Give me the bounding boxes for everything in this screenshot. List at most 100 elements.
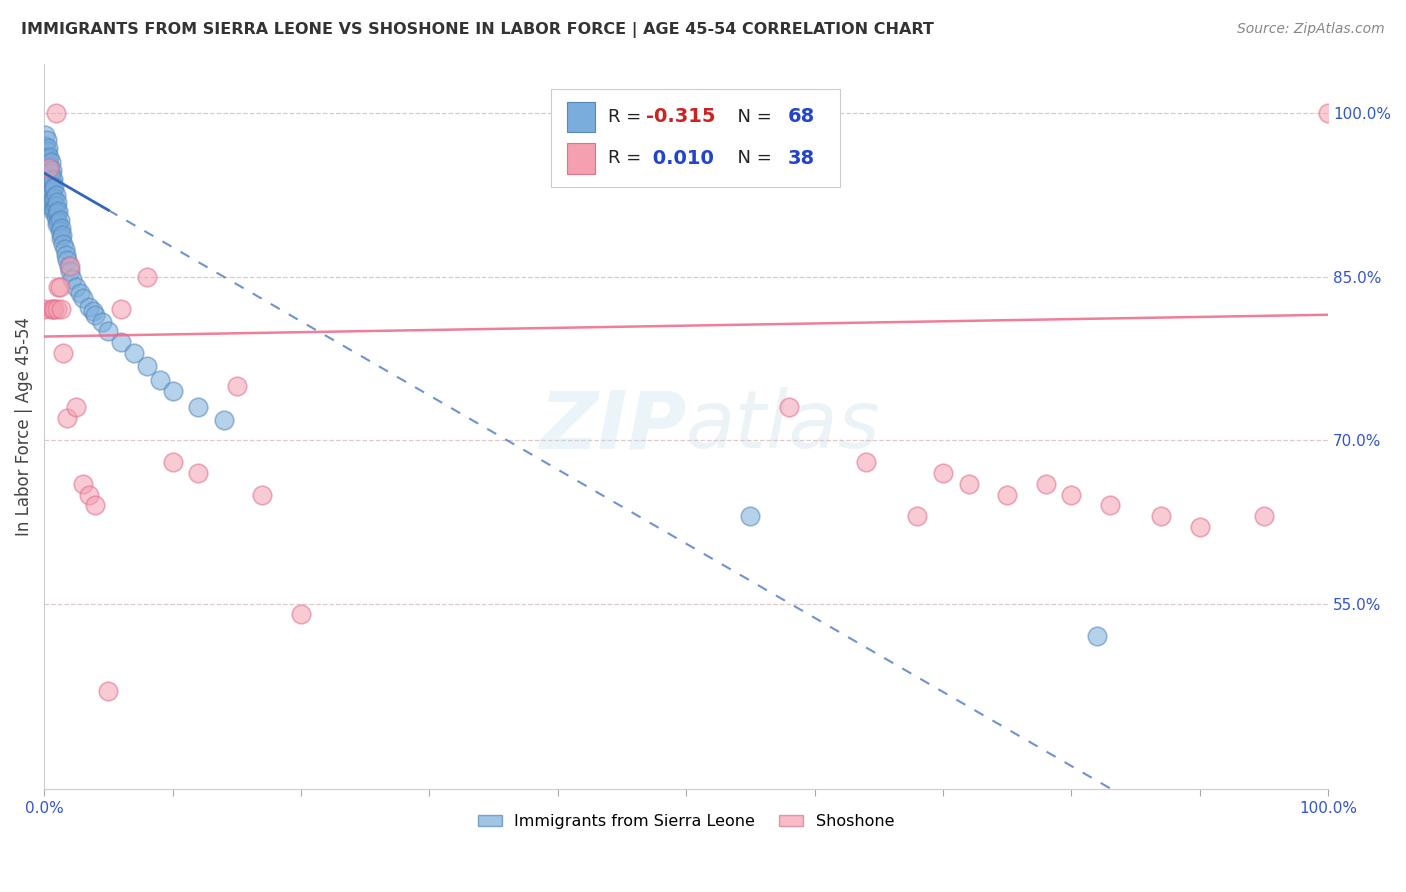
Point bbox=[49, 220, 72, 235]
Point bbox=[162, 384, 184, 398]
Point bbox=[149, 373, 172, 387]
Point bbox=[41, 174, 63, 188]
Point bbox=[855, 455, 877, 469]
Text: 68: 68 bbox=[787, 107, 815, 127]
Point bbox=[52, 346, 75, 360]
Point bbox=[69, 285, 91, 300]
Point bbox=[44, 302, 66, 317]
Point bbox=[38, 161, 60, 175]
Point bbox=[1253, 509, 1275, 524]
Point bbox=[1150, 509, 1173, 524]
Point bbox=[905, 509, 928, 524]
Point bbox=[1317, 106, 1340, 120]
Point bbox=[49, 231, 72, 245]
Point bbox=[35, 166, 58, 180]
Point bbox=[1035, 476, 1057, 491]
Point bbox=[97, 324, 120, 338]
FancyBboxPatch shape bbox=[567, 143, 595, 174]
FancyBboxPatch shape bbox=[567, 102, 595, 132]
Point bbox=[82, 304, 104, 318]
Point bbox=[42, 302, 65, 317]
Point bbox=[44, 191, 66, 205]
Y-axis label: In Labor Force | Age 45-54: In Labor Force | Age 45-54 bbox=[15, 317, 32, 536]
Point bbox=[45, 187, 67, 202]
Point bbox=[1085, 629, 1108, 643]
Point bbox=[46, 217, 69, 231]
Point bbox=[45, 106, 67, 120]
Point bbox=[37, 141, 59, 155]
Text: N =: N = bbox=[725, 108, 778, 126]
Point bbox=[42, 194, 65, 208]
Point bbox=[58, 259, 80, 273]
Point bbox=[59, 264, 82, 278]
Point bbox=[290, 607, 312, 622]
Point bbox=[957, 476, 980, 491]
Point bbox=[995, 487, 1018, 501]
Text: R =: R = bbox=[607, 149, 647, 168]
Point bbox=[122, 346, 145, 360]
Point bbox=[41, 195, 63, 210]
Point bbox=[84, 308, 107, 322]
Text: atlas: atlas bbox=[686, 387, 882, 466]
Point bbox=[37, 162, 59, 177]
Text: Source: ZipAtlas.com: Source: ZipAtlas.com bbox=[1237, 22, 1385, 37]
Point bbox=[41, 162, 63, 177]
Point bbox=[32, 302, 55, 317]
Point bbox=[110, 302, 132, 317]
Text: 38: 38 bbox=[787, 149, 814, 168]
Point bbox=[48, 224, 70, 238]
Point bbox=[56, 411, 79, 425]
Point bbox=[46, 204, 69, 219]
Point bbox=[45, 210, 67, 224]
Point bbox=[932, 466, 955, 480]
Text: ZIP: ZIP bbox=[538, 387, 686, 466]
Point bbox=[1060, 487, 1083, 501]
Point bbox=[46, 280, 69, 294]
Point bbox=[1098, 499, 1121, 513]
Point bbox=[72, 476, 94, 491]
Point bbox=[38, 171, 60, 186]
Point bbox=[252, 487, 274, 501]
Point bbox=[39, 199, 62, 213]
Point bbox=[65, 280, 87, 294]
Point bbox=[38, 161, 60, 175]
Point bbox=[37, 152, 59, 166]
Point bbox=[59, 259, 82, 273]
Point bbox=[135, 359, 157, 373]
Point bbox=[35, 155, 58, 169]
Point bbox=[225, 378, 247, 392]
Point bbox=[1188, 520, 1211, 534]
Point bbox=[77, 487, 100, 501]
Point bbox=[46, 215, 69, 229]
Point bbox=[34, 128, 56, 142]
Point bbox=[39, 155, 62, 169]
Point bbox=[45, 199, 67, 213]
Point bbox=[97, 683, 120, 698]
Point bbox=[39, 177, 62, 191]
Point bbox=[42, 182, 65, 196]
Point bbox=[39, 166, 62, 180]
Point bbox=[34, 150, 56, 164]
Text: -0.315: -0.315 bbox=[647, 107, 716, 127]
Point bbox=[42, 204, 65, 219]
Point bbox=[52, 236, 75, 251]
Point bbox=[39, 187, 62, 202]
Point bbox=[46, 206, 69, 220]
Point bbox=[44, 202, 66, 216]
Point bbox=[110, 334, 132, 349]
Point bbox=[38, 150, 60, 164]
Point bbox=[48, 213, 70, 227]
Point bbox=[77, 300, 100, 314]
Text: N =: N = bbox=[725, 149, 778, 168]
Point bbox=[51, 228, 73, 243]
FancyBboxPatch shape bbox=[551, 89, 841, 187]
Point bbox=[135, 269, 157, 284]
Point bbox=[55, 248, 77, 262]
Point bbox=[46, 302, 69, 317]
Text: 0.010: 0.010 bbox=[647, 149, 714, 168]
Point bbox=[53, 243, 76, 257]
Point bbox=[39, 302, 62, 317]
Point bbox=[187, 466, 209, 480]
Point bbox=[60, 272, 83, 286]
Text: R =: R = bbox=[607, 108, 647, 126]
